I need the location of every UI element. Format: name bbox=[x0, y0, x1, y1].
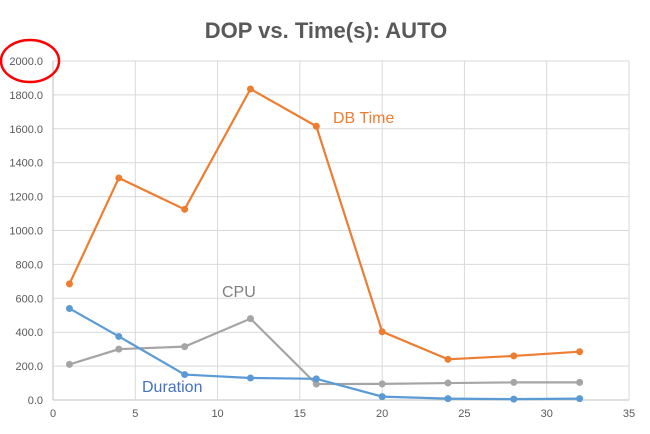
axis-ticks: 0.0 200.0 400.0 600.0 800.0 1000.0 1200.0 1400.… bbox=[9, 56, 635, 420]
data-point-duration bbox=[576, 395, 584, 403]
data-point-cpu bbox=[510, 378, 518, 386]
x-tick-label: 35 bbox=[623, 408, 635, 420]
data-point-cpu bbox=[246, 315, 254, 323]
annotation-db-time: DB Time bbox=[333, 110, 394, 127]
y-tick-label: 0.0 bbox=[28, 395, 43, 407]
data-point-cpu bbox=[378, 380, 386, 388]
data-point-cpu bbox=[576, 378, 584, 386]
data-point-duration bbox=[312, 375, 320, 383]
data-point-duration bbox=[378, 393, 386, 401]
data-point-cpu bbox=[444, 379, 452, 387]
chart-title: DOP vs. Time(s): AUTO bbox=[205, 18, 447, 43]
data-point-duration bbox=[510, 395, 518, 403]
data-point-cpu bbox=[65, 360, 73, 368]
data-point-cpu bbox=[312, 380, 320, 388]
data-point-db-time bbox=[115, 174, 123, 182]
series-labels: DB Time CPU Duration bbox=[142, 110, 394, 396]
series-line-db-time bbox=[68, 87, 580, 361]
y-tick-label: 600.0 bbox=[15, 293, 43, 305]
y-tick-label: 1800.0 bbox=[9, 90, 43, 102]
annotation-cpu: CPU bbox=[222, 284, 256, 301]
data-point-db-time bbox=[65, 280, 73, 288]
y-tick-label: 800.0 bbox=[15, 259, 43, 271]
y-tick-label: 1200.0 bbox=[9, 192, 43, 204]
data-point-cpu bbox=[181, 343, 189, 351]
grid bbox=[52, 60, 630, 401]
highlight-circle bbox=[0, 38, 61, 84]
x-tick-label: 20 bbox=[376, 408, 388, 420]
data-point-duration bbox=[181, 371, 189, 379]
x-tick-label: 15 bbox=[294, 408, 306, 420]
y-tick-label: 2000.0 bbox=[9, 56, 43, 68]
x-tick-label: 30 bbox=[541, 408, 553, 420]
x-tick-label: 25 bbox=[458, 408, 470, 420]
data-point-duration bbox=[444, 395, 452, 403]
y-tick-label: 1000.0 bbox=[9, 226, 43, 238]
annotation-duration: Duration bbox=[142, 379, 202, 396]
y-tick-label: 1600.0 bbox=[9, 124, 43, 136]
y-tick-label: 200.0 bbox=[15, 361, 43, 373]
data-point-duration bbox=[65, 304, 73, 312]
data-point-db-time bbox=[181, 205, 189, 213]
data-point-db-time bbox=[312, 122, 320, 130]
data-point-duration bbox=[115, 332, 123, 340]
data-point-cpu bbox=[115, 345, 123, 353]
x-tick-label: 5 bbox=[132, 408, 138, 420]
y-tick-label: 1400.0 bbox=[9, 158, 43, 170]
data-point-db-time bbox=[510, 352, 518, 360]
series-lines bbox=[65, 85, 584, 403]
x-tick-label: 0 bbox=[50, 408, 56, 420]
data-point-db-time bbox=[576, 348, 584, 356]
y-tick-label: 400.0 bbox=[15, 327, 43, 339]
x-tick-label: 10 bbox=[211, 408, 223, 420]
data-point-duration bbox=[246, 374, 254, 382]
data-point-db-time bbox=[378, 328, 386, 336]
data-point-db-time bbox=[246, 85, 254, 93]
data-point-db-time bbox=[444, 355, 452, 363]
